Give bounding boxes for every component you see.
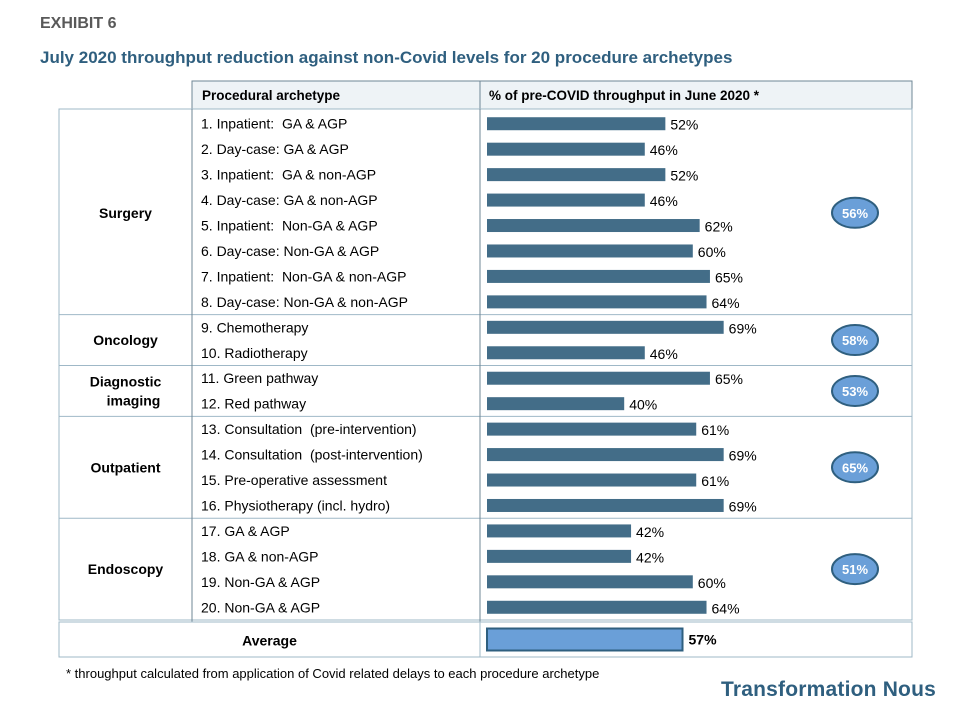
archetype-label: 20. Non-GA & AGP bbox=[201, 599, 320, 615]
bar bbox=[487, 524, 632, 538]
header-value-cell bbox=[479, 80, 913, 110]
group-average-label: 65% bbox=[842, 460, 868, 475]
group-label: Diagnostic bbox=[90, 373, 162, 389]
group-average-label: 53% bbox=[842, 384, 868, 399]
bar bbox=[487, 244, 693, 258]
bar-value-label: 52% bbox=[670, 117, 698, 133]
average-value-label: 57% bbox=[689, 632, 718, 648]
bar-value-label: 46% bbox=[650, 142, 678, 158]
archetype-label: 12. Red pathway bbox=[201, 396, 306, 412]
bar-value-label: 46% bbox=[650, 193, 678, 209]
chart-title: July 2020 throughput reduction against n… bbox=[40, 48, 733, 67]
bar bbox=[487, 498, 724, 512]
header-archetype: Procedural archetype bbox=[202, 88, 341, 103]
group-label: Oncology bbox=[93, 332, 158, 348]
group-average-pill bbox=[831, 324, 879, 357]
bar-value-label: 42% bbox=[636, 524, 664, 540]
bar bbox=[487, 422, 697, 436]
average-bar-cell bbox=[479, 621, 913, 658]
archetype-label: 5. Inpatient: Non-GA & AGP bbox=[201, 218, 378, 234]
bar bbox=[487, 269, 710, 283]
archetype-label: 17. GA & AGP bbox=[201, 523, 290, 539]
bar-value-label: 42% bbox=[636, 549, 664, 565]
group-average-label: 51% bbox=[842, 562, 868, 577]
header-value: % of pre-COVID throughput in June 2020 * bbox=[489, 88, 760, 103]
bar-value-label: 65% bbox=[715, 371, 743, 387]
table-border bbox=[58, 108, 913, 621]
bar bbox=[487, 549, 632, 563]
archetype-label: 11. Green pathway bbox=[201, 370, 318, 386]
bar-value-label: 69% bbox=[729, 320, 757, 336]
archetype-label: 13. Consultation (pre-intervention) bbox=[201, 421, 417, 437]
archetype-label: 18. GA & non-AGP bbox=[201, 548, 319, 564]
archetype-label: 9. Chemotherapy bbox=[201, 319, 308, 335]
bar-value-label: 46% bbox=[650, 346, 678, 362]
bar bbox=[487, 320, 724, 334]
archetype-label: 8. Day-case: Non-GA & non-AGP bbox=[201, 294, 408, 310]
group-label: imaging bbox=[107, 392, 161, 408]
bar-value-label: 61% bbox=[701, 422, 729, 438]
archetype-label: 6. Day-case: Non-GA & AGP bbox=[201, 243, 379, 259]
header-archetype-cell bbox=[191, 80, 481, 110]
bar bbox=[487, 142, 645, 156]
archetype-label: 7. Inpatient: Non-GA & non-AGP bbox=[201, 268, 406, 284]
archetype-label: 16. Physiotherapy (incl. hydro) bbox=[201, 497, 390, 513]
bar-value-label: 60% bbox=[698, 244, 726, 260]
bar-value-label: 69% bbox=[729, 448, 757, 464]
archetype-label: 2. Day-case: GA & AGP bbox=[201, 141, 349, 157]
average-label: Average bbox=[242, 633, 297, 649]
archetype-label: 4. Day-case: GA & non-AGP bbox=[201, 192, 378, 208]
bar bbox=[487, 346, 645, 360]
bar bbox=[487, 473, 697, 487]
group-average-label: 58% bbox=[842, 333, 868, 348]
bar bbox=[487, 600, 707, 614]
group-label: Surgery bbox=[99, 205, 152, 221]
bar bbox=[487, 117, 666, 131]
bar bbox=[487, 219, 700, 233]
bar-value-label: 60% bbox=[698, 575, 726, 591]
bar bbox=[487, 371, 710, 385]
group-average-pill bbox=[831, 374, 879, 407]
archetype-label: 10. Radiotherapy bbox=[201, 345, 308, 361]
group-average-pill bbox=[831, 553, 879, 586]
archetype-label: 14. Consultation (post-intervention) bbox=[201, 447, 423, 463]
archetype-label: 19. Non-GA & AGP bbox=[201, 574, 320, 590]
group-average-label: 56% bbox=[842, 206, 868, 221]
archetype-label: 1. Inpatient: GA & AGP bbox=[201, 116, 347, 132]
average-bar bbox=[486, 627, 684, 652]
bar-value-label: 69% bbox=[729, 498, 757, 514]
archetype-label: 3. Inpatient: GA & non-AGP bbox=[201, 167, 376, 183]
group-average-pill bbox=[831, 451, 879, 484]
bar-value-label: 65% bbox=[715, 269, 743, 285]
bar bbox=[487, 448, 724, 462]
bar bbox=[487, 397, 625, 411]
archetype-label: 15. Pre-operative assessment bbox=[201, 472, 387, 488]
bar-value-label: 62% bbox=[705, 219, 733, 235]
bar bbox=[487, 575, 693, 589]
bar bbox=[487, 193, 645, 207]
group-average-pill bbox=[831, 196, 879, 229]
group-label: Endoscopy bbox=[88, 561, 164, 577]
exhibit-label: EXHIBIT 6 bbox=[40, 15, 117, 32]
footnote: * throughput calculated from application… bbox=[66, 666, 600, 681]
bar bbox=[487, 295, 707, 309]
brand-logo: Transformation Nous bbox=[721, 678, 936, 701]
bar bbox=[487, 168, 666, 182]
bar-value-label: 52% bbox=[670, 168, 698, 184]
bar-value-label: 40% bbox=[629, 397, 657, 413]
bar-value-label: 64% bbox=[712, 600, 740, 616]
bar-value-label: 61% bbox=[701, 473, 729, 489]
group-label: Outpatient bbox=[91, 459, 161, 475]
bar-value-label: 64% bbox=[712, 295, 740, 311]
